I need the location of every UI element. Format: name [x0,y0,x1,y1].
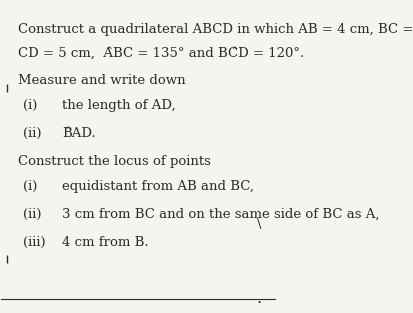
Text: Construct a quadrilateral ABCD in which AB = 4 cm, BC = 6 cm,: Construct a quadrilateral ABCD in which … [18,23,413,36]
Text: B̂AD.: B̂AD. [62,127,95,140]
Text: Measure and write down: Measure and write down [18,74,185,87]
Text: (iii): (iii) [24,235,46,249]
Text: \: \ [257,218,261,231]
Text: 3 cm from BC and on the same side of BC as A,: 3 cm from BC and on the same side of BC … [62,208,379,221]
Text: 4 cm from B.: 4 cm from B. [62,235,148,249]
Text: the length of AD,: the length of AD, [62,99,176,112]
Text: .: . [257,290,262,307]
Text: CD = 5 cm,  ÂBC = 135° and BĈD = 120°.: CD = 5 cm, ÂBC = 135° and BĈD = 120°. [18,46,304,59]
Text: (ii): (ii) [24,127,42,140]
Text: (i): (i) [24,180,38,193]
Text: equidistant from AB and BC,: equidistant from AB and BC, [62,180,254,193]
Text: (i): (i) [24,99,38,112]
Text: (ii): (ii) [24,208,42,221]
Text: Construct the locus of points: Construct the locus of points [18,155,211,168]
